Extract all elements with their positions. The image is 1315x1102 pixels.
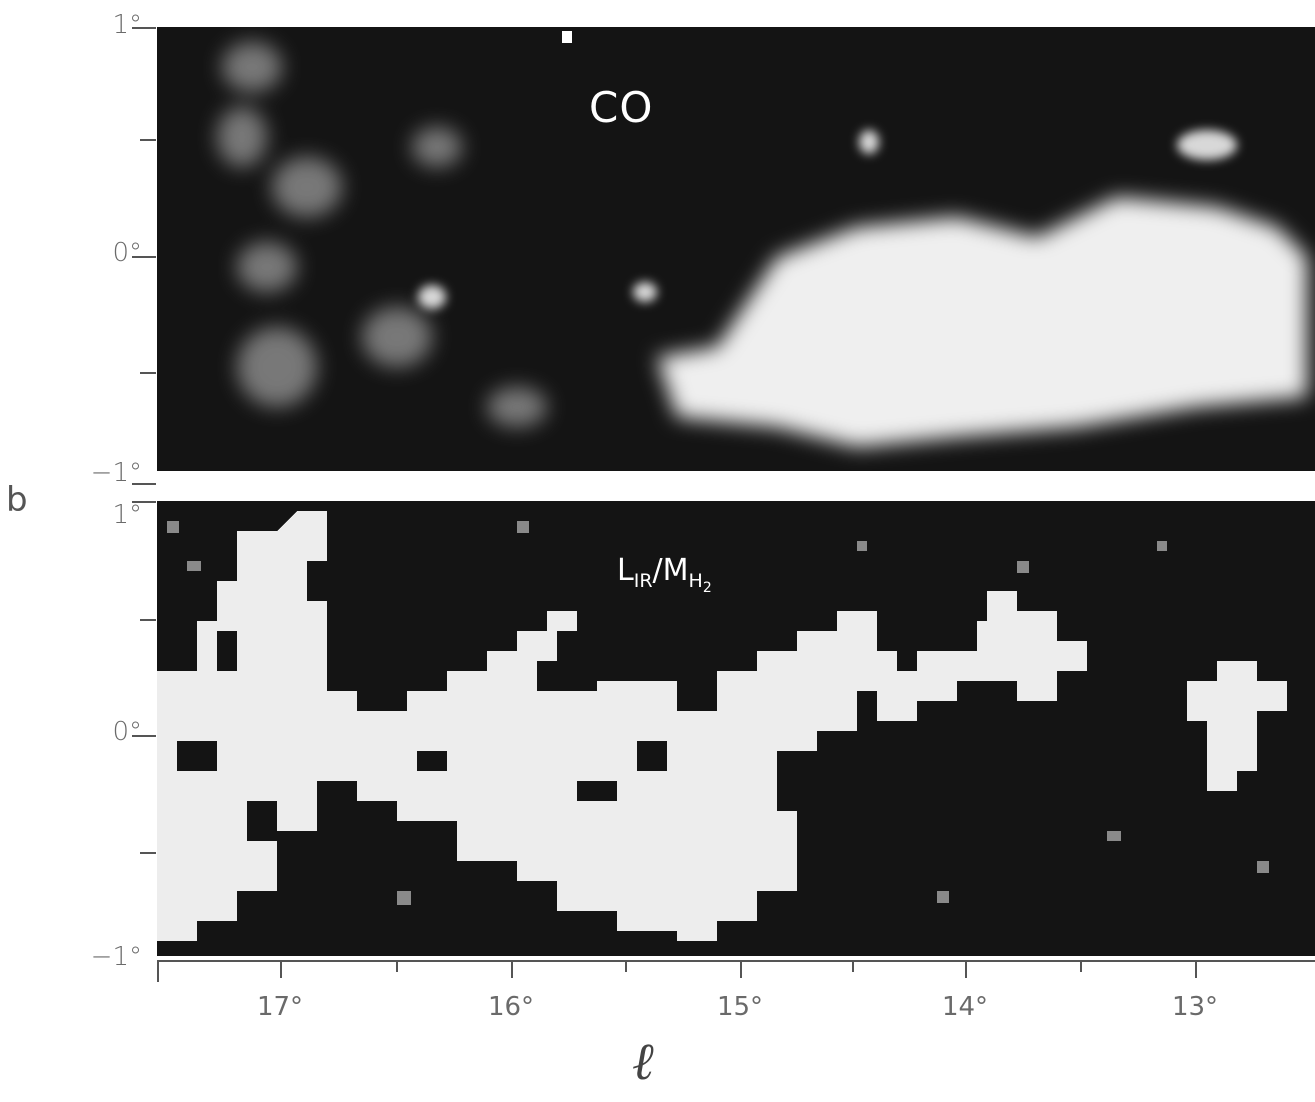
xtick-14	[965, 960, 967, 978]
label-ir-subscript: IR	[633, 570, 653, 592]
xtick-15	[740, 960, 742, 978]
lir-mh2-ratio-map	[157, 511, 1287, 941]
top-ylabel-0: 0°	[112, 238, 142, 268]
xtick-16	[511, 960, 513, 978]
xtick-16-5	[396, 960, 398, 972]
xlabel-13: 13°	[1171, 992, 1219, 1022]
label-2-subscript: 2	[702, 579, 712, 596]
xlabel-14: 14°	[941, 992, 989, 1022]
top-ylabel-1: 1°	[112, 10, 142, 40]
x-axis-line	[157, 960, 1315, 962]
panel-letter: b	[6, 480, 28, 520]
bottom-ytick-0	[132, 735, 156, 737]
co-label: CO	[589, 83, 654, 132]
top-ytick-minus-half	[140, 372, 156, 374]
bottom-ytick-minus-half	[140, 852, 156, 854]
top-ytick-0	[132, 256, 156, 258]
xlabel-15: 15°	[716, 992, 764, 1022]
bottom-ylabel-minus-1: −1°	[90, 942, 142, 972]
top-ytick-half	[140, 139, 156, 141]
bottom-ylabel-0: 0°	[112, 717, 142, 747]
xtick-13-5	[1080, 960, 1082, 972]
label-slash-m: /M	[652, 553, 689, 588]
top-ytick-1	[132, 27, 156, 29]
top-ylabel-minus-1: −1°	[90, 458, 142, 488]
xlabel-16: 16°	[487, 992, 535, 1022]
lir-mh2-label: LIR/MH2	[617, 553, 712, 596]
xtick-13	[1195, 960, 1197, 978]
bottom-ytick-1	[132, 501, 156, 503]
co-map-panel: CO	[157, 27, 1315, 471]
xtick-17	[280, 960, 282, 978]
label-h-subscript: H	[688, 570, 703, 592]
bottom-ylabel-1: 1°	[112, 500, 142, 530]
lir-mh2-map-panel: LIR/MH2	[157, 501, 1315, 956]
label-l: L	[617, 553, 634, 588]
xtick-14-5	[852, 960, 854, 972]
top-ytick-minus-1	[132, 483, 156, 485]
xtick-left-edge	[157, 960, 159, 982]
xtick-15-5	[625, 960, 627, 972]
galactic-longitude-symbol: ℓ	[632, 1032, 654, 1092]
co-intensity-map	[217, 31, 1307, 447]
xlabel-17: 17°	[256, 992, 304, 1022]
bottom-ytick-half	[140, 619, 156, 621]
